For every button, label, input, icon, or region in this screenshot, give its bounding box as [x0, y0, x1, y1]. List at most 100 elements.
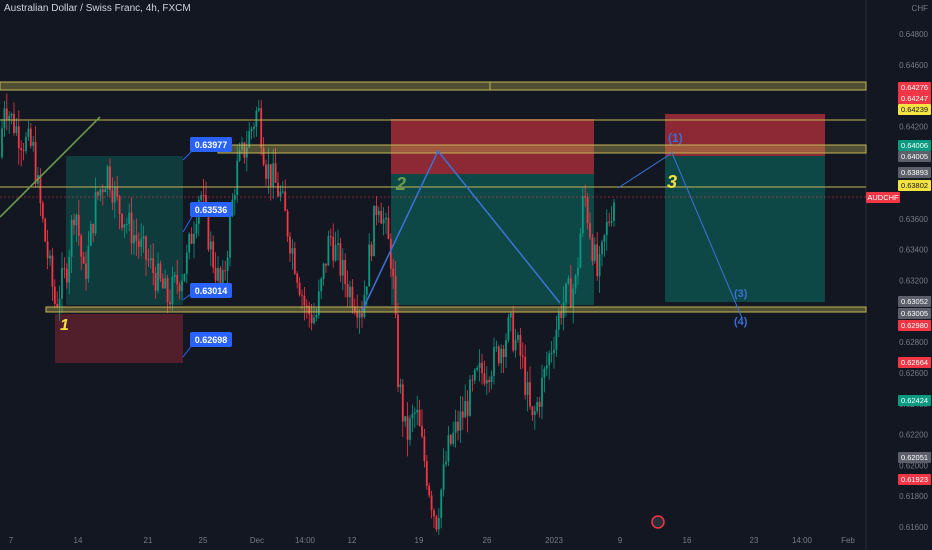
price-tick-label: 0.63400: [899, 246, 928, 255]
price-callout: 0.62698: [190, 332, 232, 347]
candle-body: [334, 244, 337, 261]
candle-body: [483, 373, 486, 384]
candle-body: [428, 485, 431, 496]
price-tag-label: 0.64276: [901, 83, 928, 92]
candle-body: [97, 191, 99, 196]
price-callout-label: 0.63536: [195, 205, 228, 215]
candle-body: [344, 259, 347, 285]
candle-body: [317, 291, 320, 316]
time-tick-label: 14:00: [295, 536, 316, 545]
candle-body: [229, 215, 231, 258]
candle-body: [243, 142, 246, 158]
time-tick-label: 9: [618, 536, 623, 545]
candle-body: [519, 335, 522, 356]
price-callout-box: [190, 202, 232, 217]
candle-body: [145, 236, 147, 260]
candle-body: [377, 211, 380, 215]
candle-body: [61, 268, 63, 299]
candle-body: [387, 217, 390, 239]
candle-body: [533, 411, 536, 416]
candle-body: [481, 362, 483, 374]
candle-body: [39, 175, 42, 204]
candle-body: [303, 295, 306, 306]
price-tag-box: [898, 180, 931, 191]
candle-body: [370, 244, 373, 257]
wave-projection: [617, 152, 743, 319]
candle-body: [411, 413, 414, 419]
candle-body: [87, 245, 90, 279]
price-tick-label: 0.61600: [899, 523, 928, 532]
price-tick-label: 0.64200: [899, 122, 928, 131]
price-tag: 0.62980: [898, 320, 931, 331]
candle-body: [430, 495, 433, 511]
candle-body: [493, 347, 495, 376]
candle-body: [226, 257, 229, 271]
candle-body: [51, 255, 54, 287]
candle-body: [478, 362, 481, 368]
candle-body: [313, 317, 315, 324]
candle-body: [195, 223, 198, 234]
candle-body: [555, 329, 558, 350]
trendline-green: [0, 116, 101, 218]
candle-body: [613, 202, 615, 221]
candle-body: [495, 346, 498, 348]
candle-body: [574, 275, 577, 289]
currency-label: CHF: [912, 4, 929, 13]
price-tick-label: 0.64600: [899, 61, 928, 70]
candle-body: [17, 126, 20, 149]
candle-body: [221, 270, 224, 285]
candle-body: [92, 223, 95, 234]
candle-body: [169, 301, 171, 305]
candle-body: [73, 219, 75, 226]
zone-stop-2: [391, 119, 594, 174]
candle-body: [473, 369, 476, 381]
candle-body: [46, 241, 49, 259]
price-tick-label: 0.64800: [899, 30, 928, 39]
zone-short-stop: [665, 114, 825, 156]
candle-body: [373, 205, 375, 257]
price-tag-box: [898, 140, 931, 151]
price-tick-label: 0.62200: [899, 431, 928, 440]
candle-body: [464, 401, 467, 418]
candle-body: [209, 241, 212, 250]
price-tag-box: [898, 395, 931, 406]
candle-body: [20, 148, 23, 151]
time-tick-label: 7: [9, 536, 14, 545]
candle-body: [610, 220, 613, 223]
candle-body: [89, 223, 92, 246]
candle-body: [392, 268, 395, 277]
candle-body: [591, 237, 594, 261]
price-tag: 0.62051: [898, 452, 931, 463]
candle-body: [121, 214, 123, 228]
candle-body: [584, 195, 587, 198]
candle-body: [440, 489, 443, 519]
candle-body: [457, 421, 459, 431]
zone-short-target: [665, 156, 825, 302]
candle-body: [137, 240, 140, 247]
wave-label: (3): [734, 288, 748, 300]
candle-body: [399, 384, 402, 388]
candle-body: [356, 311, 359, 318]
time-tick-label: 16: [683, 536, 692, 545]
candle-body: [509, 312, 512, 318]
candle-body: [358, 313, 361, 318]
price-tick-label: 0.63200: [899, 277, 928, 286]
candle-body: [68, 256, 71, 283]
candle-body: [193, 233, 195, 244]
wave-label: 2: [395, 174, 406, 194]
price-tag-label: 0.61923: [901, 475, 928, 484]
candle-body: [577, 267, 579, 276]
candle-body: [581, 195, 584, 234]
price-tag-box: [898, 104, 931, 115]
candle-body: [353, 307, 356, 312]
candle-body: [471, 379, 474, 381]
candle-body: [231, 199, 234, 216]
symbol-tag: AUDCHF: [866, 192, 900, 203]
candle-body: [260, 108, 263, 148]
price-tag: 0.63005: [898, 308, 931, 319]
price-callout-label: 0.63977: [195, 140, 228, 150]
candle-body: [154, 273, 157, 291]
price-tag-label: 0.62051: [901, 453, 928, 462]
